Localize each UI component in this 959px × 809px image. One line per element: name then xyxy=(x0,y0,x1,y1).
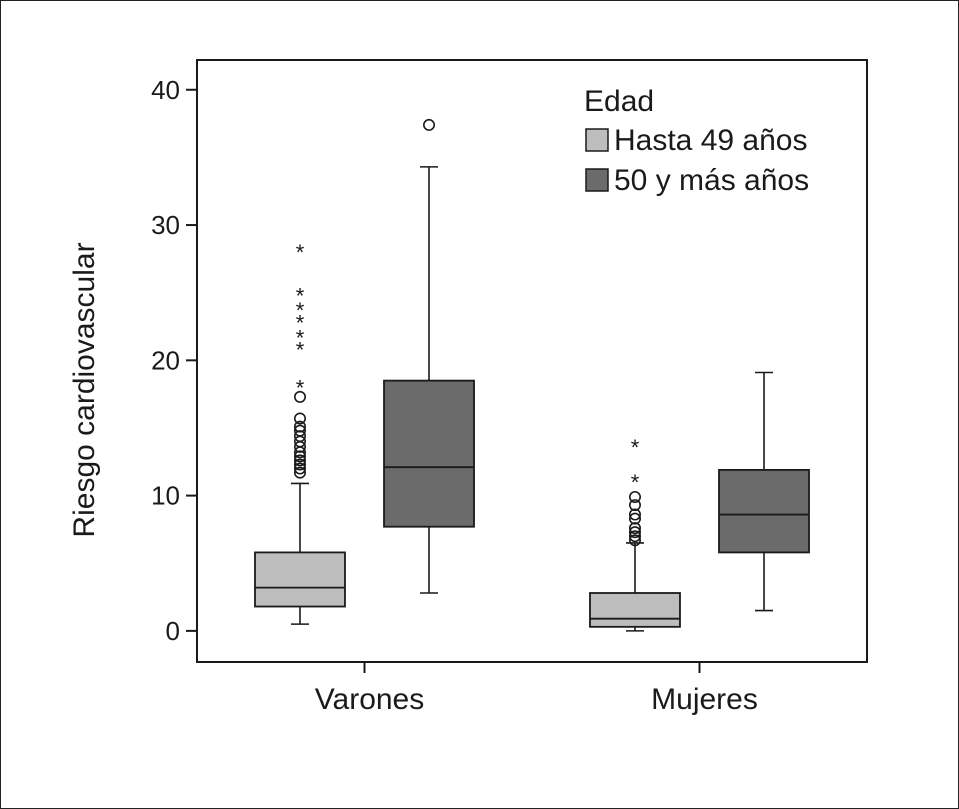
outlier-point xyxy=(628,508,641,521)
outlier-point xyxy=(293,390,306,403)
outlier-point xyxy=(628,512,641,525)
x-category-label: Varones xyxy=(315,683,425,716)
box xyxy=(254,551,346,608)
outlier-point xyxy=(423,118,436,131)
extreme-point: * xyxy=(296,337,305,362)
extreme-point: * xyxy=(296,375,305,400)
outlier-point xyxy=(293,424,306,437)
box-group xyxy=(383,118,475,594)
box-group: ** xyxy=(589,435,681,632)
outlier-point xyxy=(293,430,306,443)
outlier-point xyxy=(293,458,306,471)
box-group xyxy=(718,371,810,612)
outlier-point xyxy=(293,454,306,467)
legend-swatch xyxy=(585,168,609,192)
box xyxy=(383,379,475,528)
outlier-point xyxy=(628,522,641,535)
extreme-point: * xyxy=(296,283,305,308)
y-tick-label: 20 xyxy=(151,345,180,375)
outlier-point xyxy=(293,450,306,463)
extreme-point: * xyxy=(631,435,640,460)
x-axis: Varones Mujeres xyxy=(315,662,758,716)
outlier-point xyxy=(628,526,641,539)
outlier-point xyxy=(628,530,641,543)
extreme-point: * xyxy=(296,310,305,335)
y-axis: 0 10 20 30 40 xyxy=(151,75,197,646)
extreme-point: * xyxy=(631,470,640,495)
y-tick-label: 30 xyxy=(151,210,180,240)
extreme-point: * xyxy=(296,298,305,323)
box xyxy=(589,592,681,628)
y-tick-label: 10 xyxy=(151,481,180,511)
outlier-point xyxy=(293,462,306,475)
y-tick-label: 0 xyxy=(166,616,180,646)
legend-label: Hasta 49 años xyxy=(614,124,807,157)
y-axis-title: Riesgo cardiovascular xyxy=(68,242,101,537)
legend-label: 50 y más años xyxy=(614,164,809,197)
outlier-point xyxy=(293,420,306,433)
boxes-layer: ********* xyxy=(254,118,810,632)
outlier-point xyxy=(628,490,641,503)
box xyxy=(718,469,810,554)
outlier-point xyxy=(293,466,306,479)
outlier-point xyxy=(628,499,641,512)
extreme-point: * xyxy=(296,240,305,265)
extreme-point: * xyxy=(296,325,305,350)
box-group: ******* xyxy=(254,240,346,625)
legend: Edad Hasta 49 años 50 y más años xyxy=(584,85,809,197)
outlier-point xyxy=(293,412,306,425)
legend-title: Edad xyxy=(584,85,654,118)
outlier-point xyxy=(628,534,641,547)
x-category-label: Mujeres xyxy=(651,683,758,716)
y-tick-label: 40 xyxy=(151,75,180,105)
legend-swatch xyxy=(585,128,609,152)
